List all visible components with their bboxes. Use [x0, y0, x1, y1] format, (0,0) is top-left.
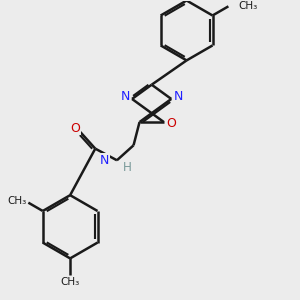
Text: CH₃: CH₃: [61, 278, 80, 287]
Text: O: O: [70, 122, 80, 134]
Text: O: O: [166, 117, 176, 130]
Text: H: H: [123, 161, 132, 174]
Text: CH₃: CH₃: [238, 1, 258, 11]
Text: N: N: [100, 154, 110, 167]
Text: CH₃: CH₃: [8, 196, 27, 206]
Text: N: N: [121, 90, 130, 103]
Text: N: N: [173, 90, 183, 103]
